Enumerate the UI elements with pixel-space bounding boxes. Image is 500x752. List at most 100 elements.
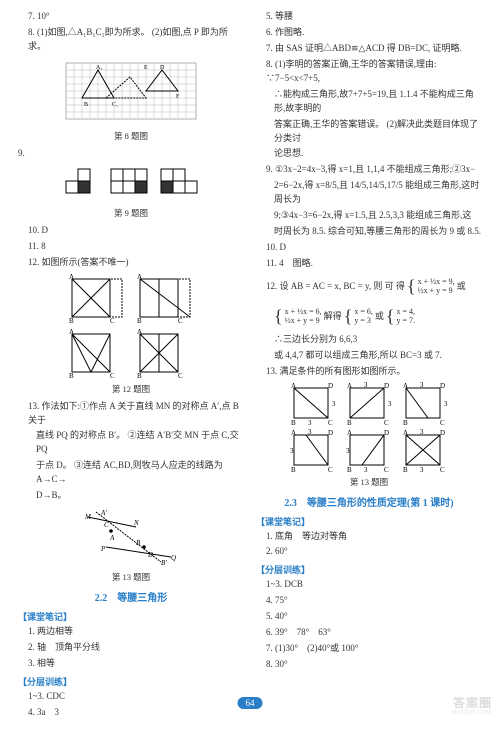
fig13r-label: 第 13 题图 <box>256 476 482 488</box>
svg-text:3: 3 <box>364 382 368 389</box>
rt6: 6. 39° 78° 63° <box>256 626 482 640</box>
r13: 13. 满足条件的所有图形如图所示。 <box>256 365 482 379</box>
svg-text:D: D <box>160 65 165 71</box>
svg-text:A: A <box>403 382 408 390</box>
item-9: 9. <box>18 147 244 161</box>
item-13a: 13. 作法如下:①作点 A 关于直线 MN 的对称点 A′,点 B 关于 <box>18 400 244 428</box>
r8d: 论思想. <box>256 147 482 161</box>
item-8: 8. (1)如图,△A₁B₁C₁即为所求。 (2)如图,点 P 即为所求。 <box>18 26 244 54</box>
notes-header-l: 【课堂笔记】 <box>18 610 244 623</box>
eq4a: x = 4, <box>397 307 416 316</box>
svg-text:A: A <box>137 328 142 336</box>
rn2: 2. 60° <box>256 545 482 559</box>
r12f: ∴三边长分别为 6,6,3 <box>274 333 357 347</box>
figure-13: A′ N M A C B D B′ P Q <box>76 507 186 567</box>
svg-text:B: B <box>347 466 352 473</box>
svg-text:C: C <box>328 466 333 473</box>
r9a: 9. ①3x−2=4x−3,得 x=1,且 1,1,4 不能组成三角形;②3x− <box>256 163 482 177</box>
brace-1: { <box>407 273 416 301</box>
left-column: 7. 10° 8. (1)如图,△A₁B₁C₁即为所求。 (2)如图,点 P 即… <box>18 10 244 722</box>
eq4b: y = 7. <box>397 316 416 325</box>
r12g: 或 4,4,7 都可以组成三角形,所以 BC=3 或 7. <box>256 349 482 363</box>
svg-text:3: 3 <box>420 466 424 473</box>
watermark: 答案圈 <box>453 694 492 711</box>
svg-text:A: A <box>291 429 296 437</box>
note-1: 1. 两边相等 <box>18 625 244 639</box>
r12-or: 或 <box>457 280 466 294</box>
fig8-label: 第 8 题图 <box>18 130 244 142</box>
svg-text:M: M <box>84 513 92 521</box>
figure-13r-row1: ADBC33 ADBC33 ADBC33 <box>256 382 482 426</box>
note-3: 3. 相等 <box>18 657 244 671</box>
r8b: ∴能构成三角形,故7+7+5=19,且 1.1.4 不能构成三角形,故李明的 <box>256 88 482 116</box>
svg-text:C: C <box>178 317 183 325</box>
notes-header-r: 【课堂笔记】 <box>256 515 482 528</box>
svg-text:B: B <box>291 466 296 473</box>
svg-text:B: B <box>403 466 408 473</box>
r7: 7. 由 SAS 证明△ABD≌△ACD 得 DB=DC, 证明略. <box>256 42 482 56</box>
svg-text:E: E <box>144 65 148 71</box>
svg-text:C: C <box>110 317 115 325</box>
train-header-l: 【分层训练】 <box>18 675 244 688</box>
right-column: 5. 等腰 6. 作图略. 7. 由 SAS 证明△ABD≌△ACD 得 DB=… <box>256 10 482 722</box>
item-11: 11. 8 <box>18 240 244 254</box>
note-2: 2. 轴 顶角平分线 <box>18 641 244 655</box>
svg-text:B′: B′ <box>161 559 167 567</box>
r12-mid: 解得 <box>324 310 342 324</box>
svg-text:N: N <box>133 519 139 527</box>
svg-text:A′: A′ <box>100 509 107 517</box>
svg-text:3: 3 <box>420 429 424 436</box>
r12a-text: 12. 设 AB = AC = x, BC = y, 则 可 得 <box>266 280 405 294</box>
brace-2: { <box>274 303 283 331</box>
svg-text:3: 3 <box>332 400 336 408</box>
section-2-2-title: 2.2 等腰三角形 <box>18 589 244 604</box>
eq1a: x + ½x = 9, <box>418 277 455 286</box>
svg-text:A: A <box>69 273 74 281</box>
item-13d: D→B。 <box>18 489 244 503</box>
svg-text:D: D <box>328 382 333 390</box>
r5: 5. 等腰 <box>256 10 482 24</box>
eq3a: x = 6, <box>354 307 373 316</box>
svg-text:F: F <box>176 94 180 100</box>
rt5: 5. 40° <box>256 610 482 624</box>
svg-text:B: B <box>69 317 74 325</box>
rn1: 1. 底角 等边对等角 <box>256 530 482 544</box>
svg-text:A: A <box>291 382 296 390</box>
page-number: 64 <box>238 697 263 709</box>
r8c: 答案正确,王华的答案错误。 (2)解决此类题目体现了分类讨 <box>256 118 482 146</box>
svg-text:A: A <box>347 382 352 390</box>
svg-text:3: 3 <box>444 400 448 408</box>
svg-text:C₁: C₁ <box>112 102 118 108</box>
svg-text:B: B <box>403 419 408 426</box>
item-10: 10. D <box>18 224 244 238</box>
r11: 11. 4 图略. <box>256 257 482 271</box>
svg-text:B: B <box>84 102 88 108</box>
eq3b: y = 3 <box>354 316 371 325</box>
svg-text:3: 3 <box>308 419 312 426</box>
r9c: 9;③4x−3=6−2x,得 x=1.5,且 2.5,3,3 能组成三角形,这 <box>256 209 482 223</box>
r6: 6. 作图略. <box>256 26 482 40</box>
figure-13r-row2: ADBC33 ADBC33 ADBC33 <box>256 429 482 473</box>
item-12: 12. 如图所示(答案不唯一) <box>18 256 244 270</box>
svg-text:3: 3 <box>420 382 424 389</box>
rt4: 4. 75° <box>256 594 482 608</box>
svg-text:C: C <box>328 419 333 426</box>
brace-4: { <box>386 303 395 331</box>
figure-8: BA₁ C₁E DF <box>56 58 206 126</box>
svg-text:C: C <box>384 466 389 473</box>
svg-text:A: A <box>403 429 408 437</box>
eq1b: ½x + y = 9 <box>418 286 453 295</box>
item-7: 7. 10° <box>18 10 244 24</box>
svg-text:B: B <box>136 539 141 547</box>
fig13-label: 第 13 题图 <box>18 571 244 583</box>
r9d: 时周长为 8.5. 综合可知,等腰三角形的周长为 9 或 8.5. <box>256 225 482 239</box>
train-header-r: 【分层训练】 <box>256 563 482 576</box>
eq2b: ½x + y = 9 <box>285 316 320 325</box>
svg-text:C: C <box>440 466 445 473</box>
train-4: 4. 3a 3 <box>18 706 244 720</box>
rt1: 1~3. DCB <box>256 578 482 592</box>
svg-text:B: B <box>137 317 142 325</box>
svg-text:A: A <box>137 273 142 281</box>
svg-text:D: D <box>440 429 445 437</box>
r10: 10. D <box>256 241 482 255</box>
